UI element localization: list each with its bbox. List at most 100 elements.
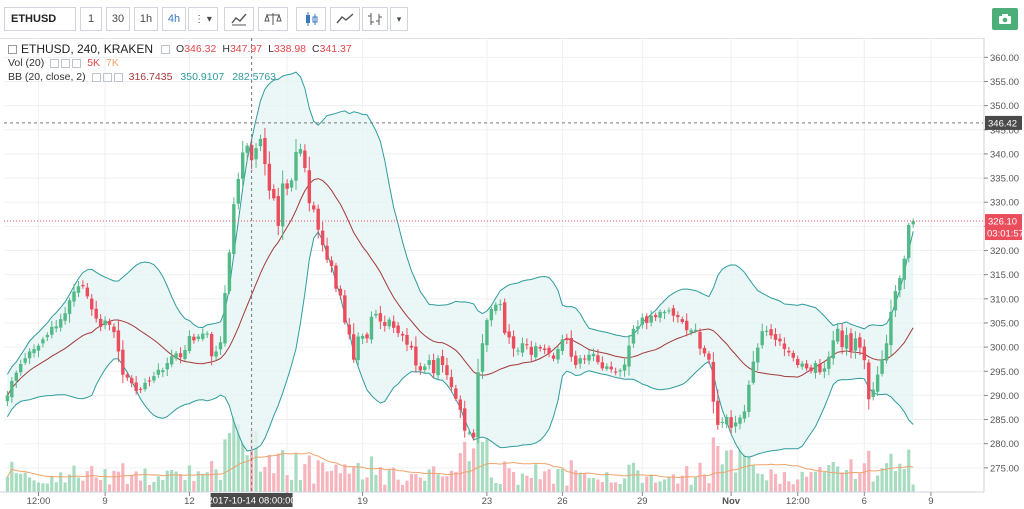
volume-bar (329, 470, 334, 492)
bollinger-upper-line (6, 71, 914, 375)
interval-1h-button[interactable]: 1h (134, 7, 158, 31)
volume-bar (827, 465, 831, 492)
candle (844, 327, 849, 356)
volume-bar (636, 470, 640, 492)
vol-legend-buttons[interactable] (50, 58, 82, 68)
candle (729, 410, 733, 434)
volume-bar (574, 470, 578, 492)
volume-bar (787, 481, 791, 492)
interval-4h-button[interactable]: 4h (162, 7, 186, 31)
volume-bar (427, 469, 431, 492)
volume-bar (676, 483, 680, 492)
candle (534, 342, 538, 360)
candle-style-button[interactable] (296, 7, 326, 31)
volume-bar (303, 464, 307, 492)
candle (622, 358, 627, 377)
volume-bar (627, 464, 631, 492)
candle (867, 359, 871, 410)
volume-bar (205, 472, 209, 492)
legend-symbol: ETHUSD, 240, KRAKEN (21, 42, 154, 56)
volume-bar (334, 464, 338, 492)
y-tick-label: 290.00 (990, 391, 1019, 402)
area-style-button[interactable] (330, 7, 360, 31)
compare-button[interactable] (258, 7, 288, 31)
candle (458, 395, 462, 419)
volume-bar (392, 467, 396, 492)
candle (605, 363, 609, 371)
candle (294, 139, 298, 190)
legend-vol-value-2: 7K (106, 57, 119, 69)
candle (10, 377, 14, 403)
candle (378, 305, 383, 330)
volume-bar (654, 482, 658, 492)
volume-bar (569, 460, 573, 492)
volume-bar (729, 449, 733, 492)
symbol-input[interactable] (4, 7, 76, 31)
volume-bar (107, 484, 112, 492)
volume-bar (19, 473, 23, 492)
candle (365, 332, 369, 343)
volume-bar (28, 477, 32, 492)
volume-bar (23, 472, 27, 492)
candle (751, 350, 756, 385)
legend-bb-upper: 350.9107 (180, 71, 225, 83)
settings-icon[interactable] (161, 44, 171, 54)
candle (45, 332, 50, 341)
volume-bar (418, 477, 422, 492)
volume-bar (605, 472, 609, 492)
candle (618, 368, 622, 377)
collapse-icon[interactable] (8, 44, 17, 54)
volume-bar (201, 473, 205, 492)
y-tick-label: 320.00 (990, 246, 1019, 257)
candle (716, 389, 720, 430)
bb-legend-buttons[interactable] (91, 72, 123, 82)
snapshot-button[interactable] (992, 8, 1018, 30)
indicators-button[interactable] (224, 7, 254, 31)
bar-style-button[interactable] (362, 7, 388, 31)
candle (285, 179, 289, 196)
candle (733, 415, 738, 433)
price-chart[interactable]: 275.00 280.00 285.00 290.00 295.00 300.00 305.… (0, 38, 1024, 509)
candle (431, 353, 436, 378)
candle (796, 355, 800, 368)
interval-30-button[interactable]: 30 (106, 7, 130, 31)
volume-bar (125, 483, 129, 492)
candle (773, 328, 778, 347)
y-tick-label: 330.00 (990, 198, 1019, 209)
interval-dropdown-button[interactable]: ⋮ ▾ (188, 7, 218, 31)
candle (791, 350, 795, 362)
candle (41, 336, 45, 348)
volume-bar (463, 441, 467, 492)
candle (835, 323, 840, 344)
candle (698, 328, 702, 356)
candle (822, 362, 827, 379)
legend-o-value: 346.32 (184, 43, 217, 55)
candle (529, 340, 534, 361)
volume-bar (99, 479, 103, 492)
volume-bar (210, 461, 214, 492)
chart-type-dropdown-button[interactable]: ▾ (390, 7, 408, 31)
legend: ETHUSD, 240, KRAKEN O 346.32 H 347.97 L 338… (8, 42, 352, 84)
candle (609, 361, 613, 373)
candle (289, 178, 294, 192)
volume-bar (769, 469, 773, 492)
volume-bar (476, 414, 480, 492)
volume-bar (178, 473, 183, 492)
volume-bar (831, 461, 835, 492)
svg-text:2017-10-14 08:00:00: 2017-10-14 08:00:00 (207, 496, 295, 507)
candle (742, 404, 747, 423)
volume-bar (383, 484, 387, 492)
bar-style-icon (368, 13, 382, 25)
candle (116, 319, 121, 362)
candle (667, 307, 671, 315)
volume-bar (818, 466, 822, 492)
volume-bar (698, 462, 702, 492)
volume-bar (778, 483, 782, 492)
volume-bar (218, 479, 223, 492)
volume-bar (911, 484, 915, 492)
candle (227, 249, 232, 295)
candle (161, 367, 165, 378)
candle (280, 170, 285, 240)
legend-c-value: 341.37 (319, 43, 352, 55)
interval-1-button[interactable]: 1 (80, 7, 102, 31)
